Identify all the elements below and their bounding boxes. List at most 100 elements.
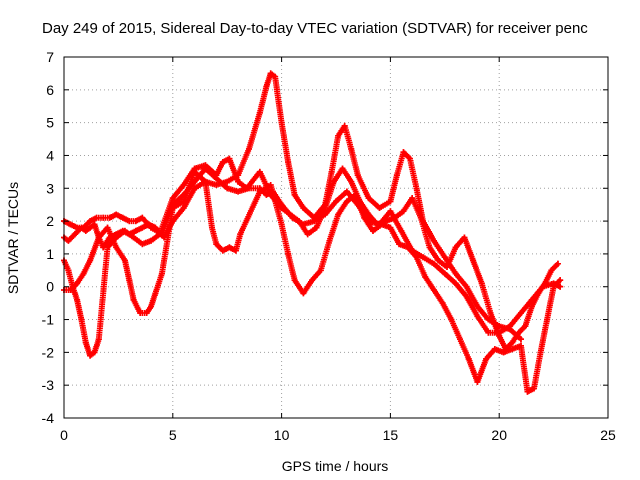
y-tick-label: -2 [42, 344, 55, 360]
data-point [65, 237, 72, 244]
data-point [507, 326, 514, 333]
data-point [400, 208, 407, 215]
data-point [224, 185, 231, 192]
data-point [509, 339, 516, 346]
data-point [148, 237, 155, 244]
data-point [113, 244, 120, 251]
data-point [485, 316, 492, 323]
data-point [291, 191, 298, 198]
data-point [452, 280, 459, 287]
y-tick-label: 6 [46, 82, 54, 98]
axis-ticks [63, 56, 609, 419]
data-point [474, 313, 481, 320]
data-point [391, 214, 398, 221]
data-point [237, 231, 244, 238]
data-point [278, 119, 285, 126]
data-point [91, 221, 98, 228]
data-point [448, 316, 455, 323]
data-point [496, 332, 503, 339]
y-axis-label: SDTVAR / TECUs [5, 182, 21, 294]
data-point [393, 172, 400, 179]
data-point [463, 283, 470, 290]
data-point [132, 218, 139, 225]
data-point [158, 270, 165, 277]
data-point [352, 191, 359, 198]
data-point [169, 204, 176, 211]
data-point [430, 237, 437, 244]
data-point [300, 290, 307, 297]
data-point [485, 329, 492, 336]
data-point [483, 355, 490, 362]
data-point [387, 198, 394, 205]
data-point [106, 214, 113, 221]
data-point [104, 244, 111, 251]
data-point [309, 277, 316, 284]
data-point [93, 214, 100, 221]
data-point [245, 145, 252, 152]
data-point [535, 290, 542, 297]
data-point [145, 221, 152, 228]
plot-frame [63, 56, 609, 419]
y-tick-label: -1 [42, 312, 55, 328]
data-point [317, 267, 324, 274]
data-point [256, 188, 263, 195]
data-point [272, 73, 279, 80]
data-point [515, 329, 522, 336]
data-point [413, 185, 420, 192]
data-point [522, 323, 529, 330]
data-point [369, 227, 376, 234]
data-point [420, 254, 427, 261]
data-point [91, 349, 98, 356]
series-track-2 [61, 70, 524, 343]
data-point [343, 198, 350, 205]
y-tick-label: 2 [46, 213, 54, 229]
data-point [439, 300, 446, 307]
data-point [202, 178, 209, 185]
data-point [452, 244, 459, 251]
data-markers [61, 70, 564, 395]
data-point [113, 211, 120, 218]
data-point [335, 132, 342, 139]
x-tick-label: 20 [491, 427, 507, 443]
data-point [267, 70, 274, 77]
data-point [148, 303, 155, 310]
data-point [226, 244, 233, 251]
data-point [461, 234, 468, 241]
data-point [300, 204, 307, 211]
data-point [378, 221, 385, 228]
x-tick-label: 10 [274, 427, 290, 443]
data-point [87, 257, 94, 264]
x-tick-label: 0 [60, 427, 68, 443]
data-point [376, 204, 383, 211]
data-point [470, 257, 477, 264]
data-point [139, 224, 146, 231]
data-point [180, 198, 187, 205]
y-tick-label: 0 [46, 279, 54, 295]
data-point [387, 208, 394, 215]
data-point [180, 204, 187, 211]
data-point [74, 280, 81, 287]
data-point [232, 247, 239, 254]
data-point [443, 264, 450, 271]
data-point [191, 168, 198, 175]
data-point [213, 181, 220, 188]
data-point [528, 303, 535, 310]
data-point [224, 178, 231, 185]
data-point [322, 204, 329, 211]
data-point [544, 316, 551, 323]
data-point [426, 244, 433, 251]
data-point [208, 224, 215, 231]
data-point [396, 241, 403, 248]
data-point [409, 195, 416, 202]
data-point [326, 237, 333, 244]
data-point [256, 109, 263, 116]
data-point [95, 336, 102, 343]
data-point [517, 309, 524, 316]
x-tick-label: 15 [383, 427, 399, 443]
data-point [491, 346, 498, 353]
data-point [152, 224, 159, 231]
data-point [333, 198, 339, 205]
data-point [531, 385, 538, 392]
data-point [121, 227, 128, 234]
data-point [413, 254, 420, 261]
